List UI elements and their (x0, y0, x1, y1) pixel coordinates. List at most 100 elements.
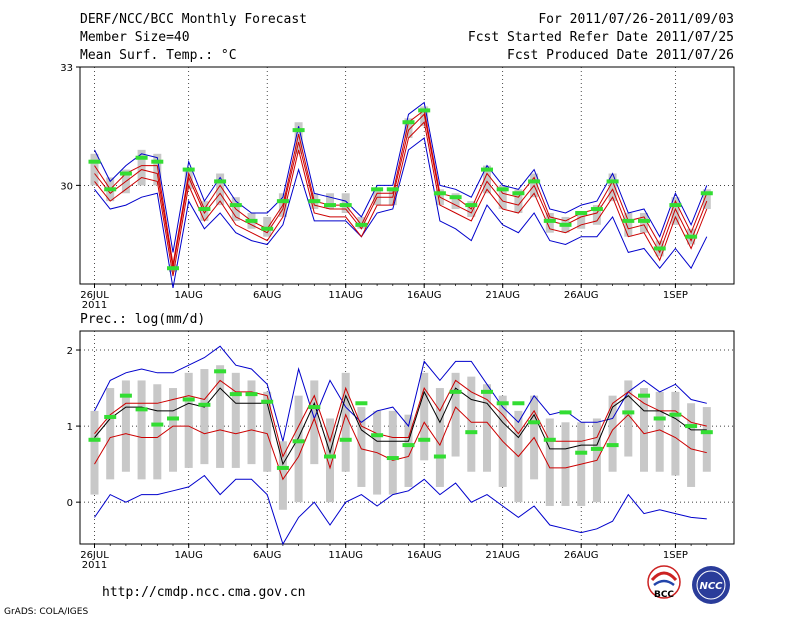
prec-xtick-label: 1SEP (663, 550, 688, 561)
temp-observed-marker (653, 246, 666, 251)
temp-spread-box (326, 193, 334, 210)
prec-xtick-label: 21AUG (485, 550, 520, 561)
prec-observed-marker (559, 410, 572, 415)
prec-ytick-label: 0 (67, 498, 73, 509)
temp-spread-box (404, 118, 413, 139)
temp-observed-marker (198, 207, 211, 212)
prec-spread-box (326, 418, 334, 503)
fcst-started-date: Fcst Started Refer Date 2011/07/25 (468, 30, 734, 45)
prec-observed-marker (324, 454, 336, 459)
prec-spread-box (561, 422, 570, 506)
prec-observed-marker (700, 430, 713, 435)
prec-observed-marker (575, 450, 588, 455)
temp-spread-box (451, 193, 460, 210)
prec-xtick-label: 26JUL (80, 550, 109, 561)
temp-xtick-label: 26JUL (80, 290, 109, 301)
prec-spread-box (106, 388, 115, 480)
prec-observed-marker (276, 465, 289, 470)
temp-observed-marker (324, 203, 336, 208)
temp-ytick-label: 33 (60, 63, 73, 74)
temp-observed-marker (622, 218, 635, 223)
temp-spread-box (137, 149, 146, 186)
temp-observed-marker (528, 179, 541, 184)
prec-xtick-label: 6AUG (253, 550, 281, 561)
figure-title: DERF/NCC/BCC Monthly Forecast (80, 12, 307, 27)
prec-observed-marker (638, 393, 650, 398)
source-url[interactable]: http://cmdp.ncc.cma.gov.cn (102, 585, 306, 600)
temp-observed-marker (151, 159, 164, 164)
temp-observed-marker (669, 203, 682, 208)
precip-title: Prec.: log(mm/d) (80, 312, 205, 327)
ncc-logo: NCC (692, 566, 730, 604)
prec-observed-marker (481, 389, 493, 394)
temp-observed-marker (418, 108, 431, 113)
temp-observed-marker (276, 199, 289, 204)
temp-observed-marker (355, 222, 368, 227)
prec-spread-box (545, 418, 554, 506)
prec-observed-marker (669, 412, 682, 417)
prec-observed-marker (418, 437, 431, 442)
temp-min-line (94, 137, 708, 288)
prec-observed-marker (229, 392, 242, 397)
prec-spread-box (184, 372, 193, 468)
temp-observed-marker (167, 266, 179, 271)
prec-observed-marker (292, 439, 305, 444)
prec-spread-box (404, 414, 413, 487)
prec-observed-marker (214, 369, 227, 374)
prec-observed-marker (198, 402, 211, 407)
prec-observed-marker (355, 401, 368, 406)
temp-mean-line (94, 113, 708, 269)
prec-observed-marker (119, 393, 132, 398)
prec-spread-box (608, 395, 617, 472)
temp-observed-marker (88, 159, 101, 164)
prec-spread-box (278, 441, 287, 510)
temp-observed-marker (575, 210, 588, 215)
prec-observed-marker (543, 437, 556, 442)
prec-xtick-sublabel: 2011 (82, 560, 107, 571)
prec-spread-box (357, 407, 366, 487)
prec-spread-box (216, 365, 225, 468)
prec-spread-box (310, 380, 319, 465)
temp-ytick-label: 30 (60, 181, 73, 192)
prec-xtick-label: 16AUG (407, 550, 442, 561)
prec-spread-box (420, 372, 429, 461)
temp-mean-plus-sd-line (94, 109, 708, 265)
prec-ytick-label: 1 (67, 422, 73, 433)
temp-observed-marker (104, 187, 117, 192)
temp-spread-box (514, 189, 523, 213)
temp-spread-box (577, 212, 586, 229)
prec-observed-marker (371, 433, 384, 438)
prec-observed-marker (182, 397, 195, 402)
temp-observed-marker (685, 234, 698, 239)
temp-spread-box (671, 197, 680, 225)
prec-observed-marker (449, 389, 462, 394)
temp-observed-marker (606, 179, 619, 184)
prec-spread-box (435, 388, 444, 487)
prec-spread-box (341, 372, 350, 472)
bcc-logo: BCC (647, 565, 681, 600)
variable-label: Mean Surf. Temp.: °C (80, 48, 237, 63)
prec-spread-box (624, 380, 633, 457)
prec-spread-box (687, 403, 696, 487)
fcst-produced-date: Fcst Produced Date 2011/07/26 (507, 48, 734, 63)
prec-xtick-label: 11AUG (328, 550, 363, 561)
temp-spread-box (608, 173, 617, 202)
prec-spread-box (263, 391, 272, 472)
temp-observed-marker (371, 187, 384, 192)
ncc-logo-text: NCC (699, 581, 723, 592)
prec-observed-marker (653, 416, 666, 421)
prec-ytick-label: 2 (67, 346, 73, 357)
temp-observed-marker (182, 167, 195, 172)
temp-observed-marker (433, 191, 446, 196)
temp-observed-marker (449, 195, 462, 200)
prec-spread-box (231, 372, 240, 468)
temp-spread-box (592, 205, 601, 225)
temp-spread-box (90, 153, 99, 186)
prec-observed-marker (245, 392, 258, 397)
temp-observed-marker (496, 187, 509, 192)
temp-observed-marker (543, 218, 556, 223)
prec-spread-box (467, 376, 476, 472)
prec-spread-box (671, 391, 680, 476)
prec-observed-marker (167, 416, 179, 421)
